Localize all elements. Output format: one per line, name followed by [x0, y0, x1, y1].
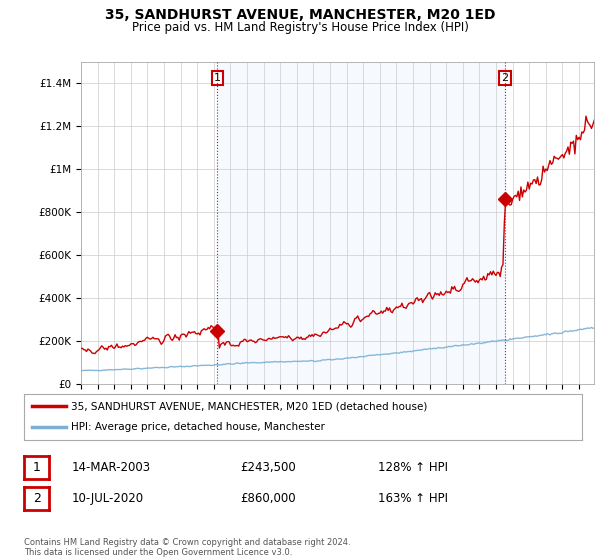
Text: HPI: Average price, detached house, Manchester: HPI: Average price, detached house, Manc…: [71, 422, 325, 432]
Text: 14-MAR-2003: 14-MAR-2003: [72, 461, 151, 474]
Text: 35, SANDHURST AVENUE, MANCHESTER, M20 1ED (detached house): 35, SANDHURST AVENUE, MANCHESTER, M20 1E…: [71, 401, 428, 411]
Text: 35, SANDHURST AVENUE, MANCHESTER, M20 1ED: 35, SANDHURST AVENUE, MANCHESTER, M20 1E…: [105, 8, 495, 22]
Text: 2: 2: [502, 73, 509, 83]
Text: Contains HM Land Registry data © Crown copyright and database right 2024.
This d: Contains HM Land Registry data © Crown c…: [24, 538, 350, 557]
Text: 163% ↑ HPI: 163% ↑ HPI: [378, 492, 448, 505]
Text: 10-JUL-2020: 10-JUL-2020: [72, 492, 144, 505]
Text: 1: 1: [32, 461, 41, 474]
Text: 1: 1: [214, 73, 221, 83]
Text: Price paid vs. HM Land Registry's House Price Index (HPI): Price paid vs. HM Land Registry's House …: [131, 21, 469, 34]
Text: 128% ↑ HPI: 128% ↑ HPI: [378, 461, 448, 474]
Text: £243,500: £243,500: [240, 461, 296, 474]
Text: 2: 2: [32, 492, 41, 505]
Text: £860,000: £860,000: [240, 492, 296, 505]
Bar: [217, 62, 505, 384]
